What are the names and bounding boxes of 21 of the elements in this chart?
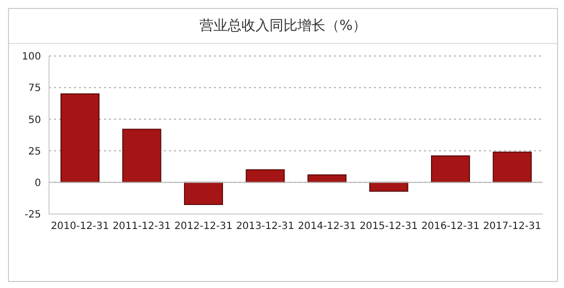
y-tick-label: 50	[28, 114, 41, 126]
bar	[431, 155, 470, 183]
x-tick-label: 2010-12-31	[50, 221, 109, 232]
y-tick-label: 0	[34, 178, 41, 189]
x-tick-label: 2015-12-31	[360, 221, 418, 232]
x-tick-label: 2014-12-31	[298, 221, 356, 232]
bar	[246, 169, 285, 183]
bar	[122, 128, 162, 183]
bar	[184, 182, 223, 206]
y-tick-label: 75	[28, 83, 41, 94]
x-tick-label: 2016-12-31	[421, 221, 480, 232]
x-tick-label: 2011-12-31	[112, 221, 171, 232]
chart-title: 营业总收入同比增长（%）	[9, 9, 557, 44]
y-tick-label: -25	[24, 210, 41, 221]
x-tick-label: 2012-12-31	[174, 221, 232, 232]
y-tick-label: 100	[22, 52, 41, 63]
x-tick-label: 2013-12-31	[236, 221, 294, 232]
bar	[60, 93, 100, 183]
y-tick-label: 25	[28, 146, 41, 158]
x-tick-label: 2017-12-31	[483, 221, 542, 232]
bar	[492, 152, 532, 183]
